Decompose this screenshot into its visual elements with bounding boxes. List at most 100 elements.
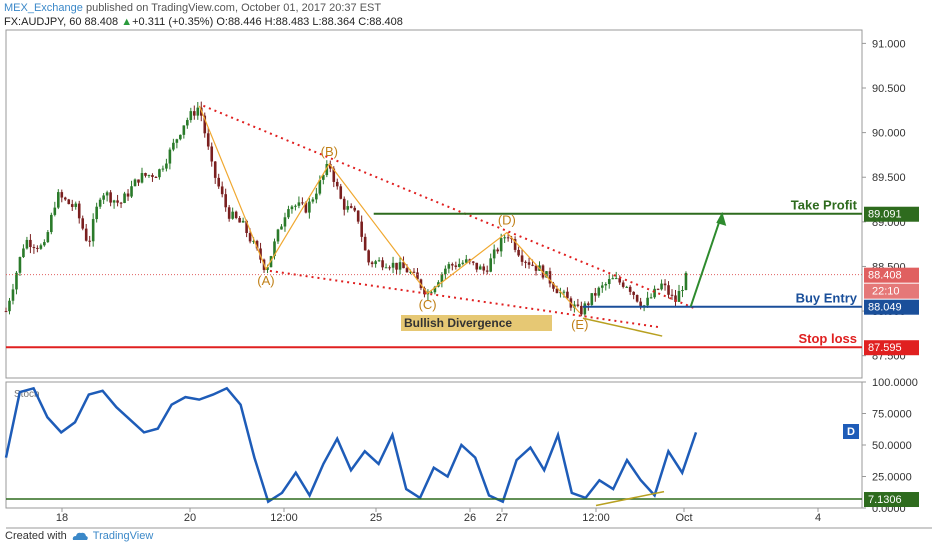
level-badge-value: 89.091 <box>868 209 902 221</box>
stoch-tick-label: 25.0000 <box>872 472 912 484</box>
candle-body <box>88 240 91 242</box>
candle-body <box>36 247 39 249</box>
divergence-stoch-line <box>595 490 665 507</box>
wave-label: (A) <box>257 273 274 288</box>
candle-body <box>283 217 287 227</box>
candle-body <box>172 142 175 150</box>
level-badge-value: 88.049 <box>868 302 902 314</box>
candle-body <box>667 285 670 295</box>
time-tick-label: 20 <box>184 512 196 524</box>
candle-body <box>496 249 499 252</box>
candle-body <box>273 241 276 257</box>
candle-body <box>77 203 81 219</box>
candle-body <box>576 304 580 306</box>
candle-body <box>84 228 88 241</box>
tradingview-cloud-icon <box>72 532 88 541</box>
candle-body <box>531 264 534 266</box>
candle-body <box>50 214 53 233</box>
candle-body <box>660 283 663 290</box>
stoch-tick-label: 50.0000 <box>872 440 912 452</box>
last-price-badge <box>864 267 919 283</box>
divergence-price-line <box>582 317 663 337</box>
candle-body <box>133 179 137 187</box>
candle-body <box>499 238 503 252</box>
last-price-badge-value: 88.408 <box>868 270 902 282</box>
candle-body <box>677 291 681 302</box>
divergence-label: Bullish Divergence <box>404 316 512 330</box>
candle-body <box>527 262 531 265</box>
candle-body <box>381 260 384 268</box>
candle-body <box>454 265 458 267</box>
candle-body <box>475 262 479 270</box>
candle-body <box>315 193 318 200</box>
candle-body <box>353 207 356 211</box>
candle-body <box>458 263 461 267</box>
candle-body <box>46 232 50 243</box>
candle-body <box>276 229 280 242</box>
publisher-line: MEX_Exchange published on TradingView.co… <box>4 2 381 15</box>
candle-body <box>175 139 179 143</box>
triangle-upper-line <box>202 104 698 311</box>
candle-body <box>346 206 350 210</box>
candle-body <box>43 242 46 246</box>
footer-brand[interactable]: TradingView <box>92 530 154 542</box>
candle-body <box>123 193 126 203</box>
candle-body <box>646 297 649 306</box>
candle-body <box>555 288 559 294</box>
level-badge <box>864 340 919 356</box>
price-change: +0.311 (+0.35%) <box>132 16 214 28</box>
candle-body <box>60 192 64 198</box>
candle-body <box>524 261 527 263</box>
candle-body <box>238 217 241 223</box>
candle-body <box>224 194 227 208</box>
ohlc-close: C:88.408 <box>358 16 403 28</box>
price-tick-label: 90.500 <box>872 83 906 95</box>
candle-body <box>489 258 492 272</box>
candle-body <box>109 192 112 203</box>
candle-body <box>485 270 489 272</box>
candle-body <box>213 161 217 178</box>
change-arrow-icon: ▲ <box>121 16 133 28</box>
candle-body <box>559 292 562 294</box>
candle-body <box>618 278 622 283</box>
level-badge <box>864 206 919 222</box>
candle-body <box>91 219 95 242</box>
candle-body <box>297 202 301 206</box>
publisher-user[interactable]: MEX_Exchange <box>4 2 83 14</box>
time-tick-label: 25 <box>370 512 382 524</box>
candle-body <box>301 202 304 204</box>
published-info: published on TradingView.com, October 01… <box>85 2 382 14</box>
candle-body <box>464 259 468 263</box>
target-arrow-shaft <box>689 221 721 307</box>
time-tick-label: 18 <box>56 512 68 524</box>
level-label: Stop loss <box>798 331 857 346</box>
candle-body <box>674 295 677 302</box>
candle-body <box>335 181 339 187</box>
level-label: Buy Entry <box>796 291 858 306</box>
candle-body <box>360 221 363 237</box>
candle-body <box>461 262 465 264</box>
candle-body <box>451 264 454 266</box>
candle-body <box>325 164 329 176</box>
candle-body <box>116 200 119 203</box>
candle-body <box>189 111 193 121</box>
candle-body <box>597 287 601 296</box>
main-plot-frame <box>5 29 863 379</box>
candle-body <box>332 168 336 182</box>
candle-body <box>363 236 367 251</box>
candle-body <box>119 202 123 204</box>
candle-body <box>349 206 353 208</box>
price-tick-label: 89.500 <box>872 172 906 184</box>
level-badge <box>864 299 919 315</box>
candle-body <box>203 115 207 134</box>
candle-body <box>259 248 262 260</box>
candle-body <box>517 249 520 256</box>
candle-body <box>395 262 398 270</box>
candle-body <box>670 294 674 296</box>
stoch-level-value: 7.1306 <box>868 494 902 506</box>
candle-body <box>112 200 116 203</box>
candle-body <box>161 168 165 170</box>
time-tick-label: 4 <box>815 512 821 524</box>
stoch-plot-frame <box>5 381 863 509</box>
